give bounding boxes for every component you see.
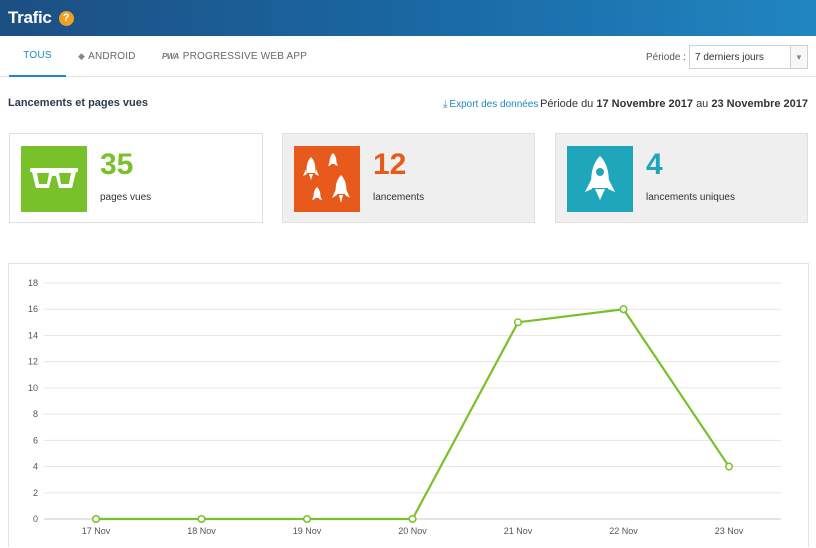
stat-label-lancements-uniques: lancements uniques (646, 192, 735, 203)
x-tick-label: 17 Nov (82, 526, 111, 536)
page-title: Trafic (8, 8, 52, 27)
y-tick-label: 4 (33, 462, 38, 472)
x-tick-label: 20 Nov (398, 526, 427, 536)
export-link[interactable]: ⤓ Export des données (443, 99, 538, 110)
stat-label-lancements: lancements (373, 192, 425, 203)
glasses-icon (30, 168, 78, 188)
tab-android-label: ANDROID (88, 51, 136, 62)
rockets-icon (303, 153, 350, 203)
download-icon: ⤓ (443, 99, 448, 110)
question-icon[interactable]: ? (58, 10, 74, 26)
tile-pages-vues (21, 146, 87, 212)
tab-android[interactable]: ◆ ANDROID (78, 36, 136, 77)
chart-container: 0 2 4 6 8 10 12 14 16 18 17 Nov 18 Nov 19 Nov 20 Nov 2… (8, 263, 809, 547)
pwa-icon: PWA (162, 52, 179, 61)
tile-lancements (294, 146, 360, 212)
period-start: 17 Novembre 2017 (596, 98, 693, 110)
period-range: Période du 17 Novembre 2017 au 23 Novemb… (540, 98, 808, 110)
data-point (91, 514, 101, 524)
x-tick-label: 19 Nov (293, 526, 322, 536)
tile-lancements-uniques (567, 146, 633, 212)
stat-card-pages-vues: 35 pages vues (9, 133, 263, 223)
header-bar: Trafic ? (0, 0, 816, 36)
export-label: Export des données (449, 99, 539, 110)
data-point (724, 462, 734, 471)
section-title: Lancements et pages vues (8, 97, 149, 109)
stat-card-lancements-uniques: 4 lancements uniques (555, 133, 808, 223)
y-tick-label: 10 (28, 383, 38, 393)
tab-pwa[interactable]: PWA PROGRESSIVE WEB APP (162, 36, 307, 77)
tab-pwa-label: PROGRESSIVE WEB APP (182, 51, 308, 62)
stat-value-pages-vues: 35 (100, 148, 134, 181)
data-point (197, 514, 206, 524)
x-tick-label: 23 Nov (715, 526, 744, 536)
data-point (408, 514, 417, 524)
stat-value-lancements: 12 (373, 148, 407, 181)
period-select[interactable]: 7 derniers jours ▼ (689, 45, 808, 69)
period-end: 23 Novembre 2017 (711, 98, 808, 110)
chevron-down-icon: ▼ (790, 46, 807, 68)
tab-bar: TOUS ◆ ANDROID PWA PROGRESSIVE WEB APP (0, 36, 816, 77)
data-point (619, 305, 628, 314)
stat-label-pages-vues: pages vues (100, 192, 152, 203)
tab-tous-label: TOUS (23, 50, 52, 61)
y-tick-label: 12 (28, 357, 38, 367)
stat-card-lancements: 12 lancements (282, 133, 535, 223)
x-tick-label: 18 Nov (187, 526, 216, 536)
android-icon: ◆ (78, 51, 86, 61)
period-mid: au (696, 98, 709, 110)
tab-tous[interactable]: TOUS (9, 36, 66, 77)
y-tick-label: 8 (33, 409, 38, 419)
y-tick-label: 0 (33, 514, 38, 524)
y-tick-label: 16 (28, 304, 38, 314)
stat-value-lancements-uniques: 4 (646, 148, 663, 181)
x-tick-label: 21 Nov (504, 526, 533, 536)
period-select-value: 7 derniers jours (695, 51, 764, 63)
data-point (302, 514, 312, 524)
x-tick-label: 22 Nov (609, 526, 638, 536)
y-tick-label: 6 (33, 435, 38, 445)
period-prefix: Période du (540, 98, 594, 110)
period-label: Période : (645, 52, 686, 63)
y-tick-label: 14 (28, 330, 38, 340)
y-tick-label: 2 (33, 488, 38, 498)
rocket-icon (585, 156, 615, 200)
y-tick-label: 18 (28, 278, 38, 288)
data-point (513, 318, 523, 327)
line-chart: 0 2 4 6 8 10 12 14 16 18 17 Nov 18 Nov 19 Nov 20 Nov 2… (28, 278, 781, 536)
